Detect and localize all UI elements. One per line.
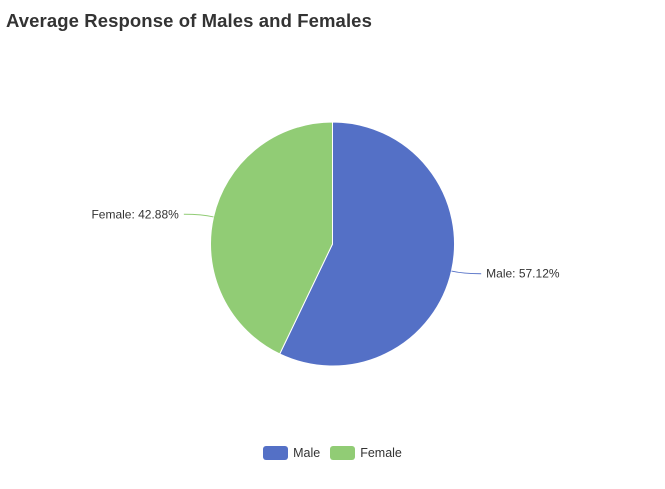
data-label-male: Male: 57.12% — [486, 267, 560, 281]
chart-legend: Male Female — [0, 446, 665, 460]
legend-item-male[interactable]: Male — [263, 446, 320, 460]
legend-swatch-female — [330, 446, 356, 460]
legend-label-male: Male — [293, 446, 321, 460]
label-line-male — [451, 270, 482, 275]
pie-slice-female[interactable] — [210, 121, 333, 355]
label-line-female — [183, 213, 214, 218]
data-label-female: Female: 42.88% — [91, 207, 179, 221]
legend-label-female: Female — [360, 446, 402, 460]
legend-item-female[interactable]: Female — [330, 446, 402, 460]
legend-swatch-male — [263, 446, 289, 460]
chart-title: Average Response of Males and Females — [6, 10, 372, 31]
